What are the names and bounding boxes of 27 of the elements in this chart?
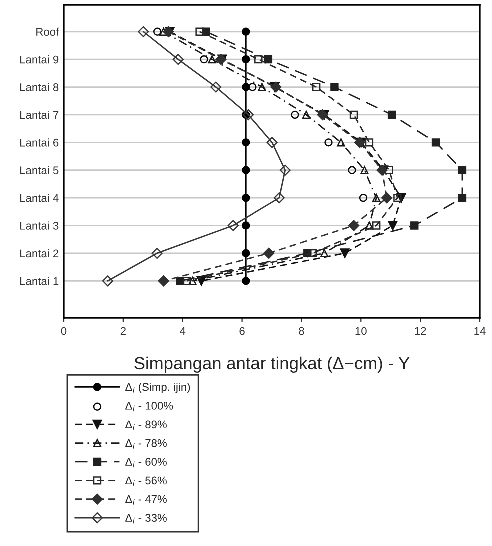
y-tick-label: Lantai 4 xyxy=(20,194,59,202)
legend-label: Δ$_{i}$ - 56% xyxy=(126,476,167,486)
y-tick-label: Lantai 8 xyxy=(20,83,59,92)
x-tick-label: 8 xyxy=(299,327,304,336)
x-axis-title: Simpangan antar tingkat (Δ−cm) - Y xyxy=(134,356,410,374)
legend-label: Δ$_{i}$ - 89% xyxy=(126,420,167,430)
x-tick-label: 6 xyxy=(240,327,245,336)
x-tick-label: 12 xyxy=(415,327,426,336)
x-tick-label: 0 xyxy=(61,327,67,336)
legend-label: Δ$_{i}$ (Simp. ijin) xyxy=(126,382,190,394)
y-tick-label: Lantai 6 xyxy=(20,138,59,147)
legend-label: Δ$_{i}$ - 100% xyxy=(126,402,174,412)
y-tick-label: Lantai 1 xyxy=(20,277,59,286)
x-tick-label: 14 xyxy=(474,327,486,336)
x-tick-label: 4 xyxy=(180,327,186,336)
legend-label: Δ$_{i}$ - 78% xyxy=(126,439,167,449)
y-tick-label: Lantai 2 xyxy=(20,249,59,258)
y-tick-label: Lantai 5 xyxy=(20,166,59,174)
y-tick-label: Lantai 7 xyxy=(20,110,59,120)
x-tick-label: 2 xyxy=(120,327,126,336)
y-tick-label: Roof xyxy=(36,28,60,36)
y-tick-label: Lantai 9 xyxy=(20,56,59,64)
legend-label: Δ$_{i}$ - 33% xyxy=(126,514,167,524)
y-tick-label: Lantai 3 xyxy=(20,222,59,230)
legend-label: Δ$_{i}$ - 47% xyxy=(126,495,167,506)
x-tick-label: 10 xyxy=(356,327,367,336)
legend-label: Δ$_{i}$ - 60% xyxy=(126,458,167,468)
